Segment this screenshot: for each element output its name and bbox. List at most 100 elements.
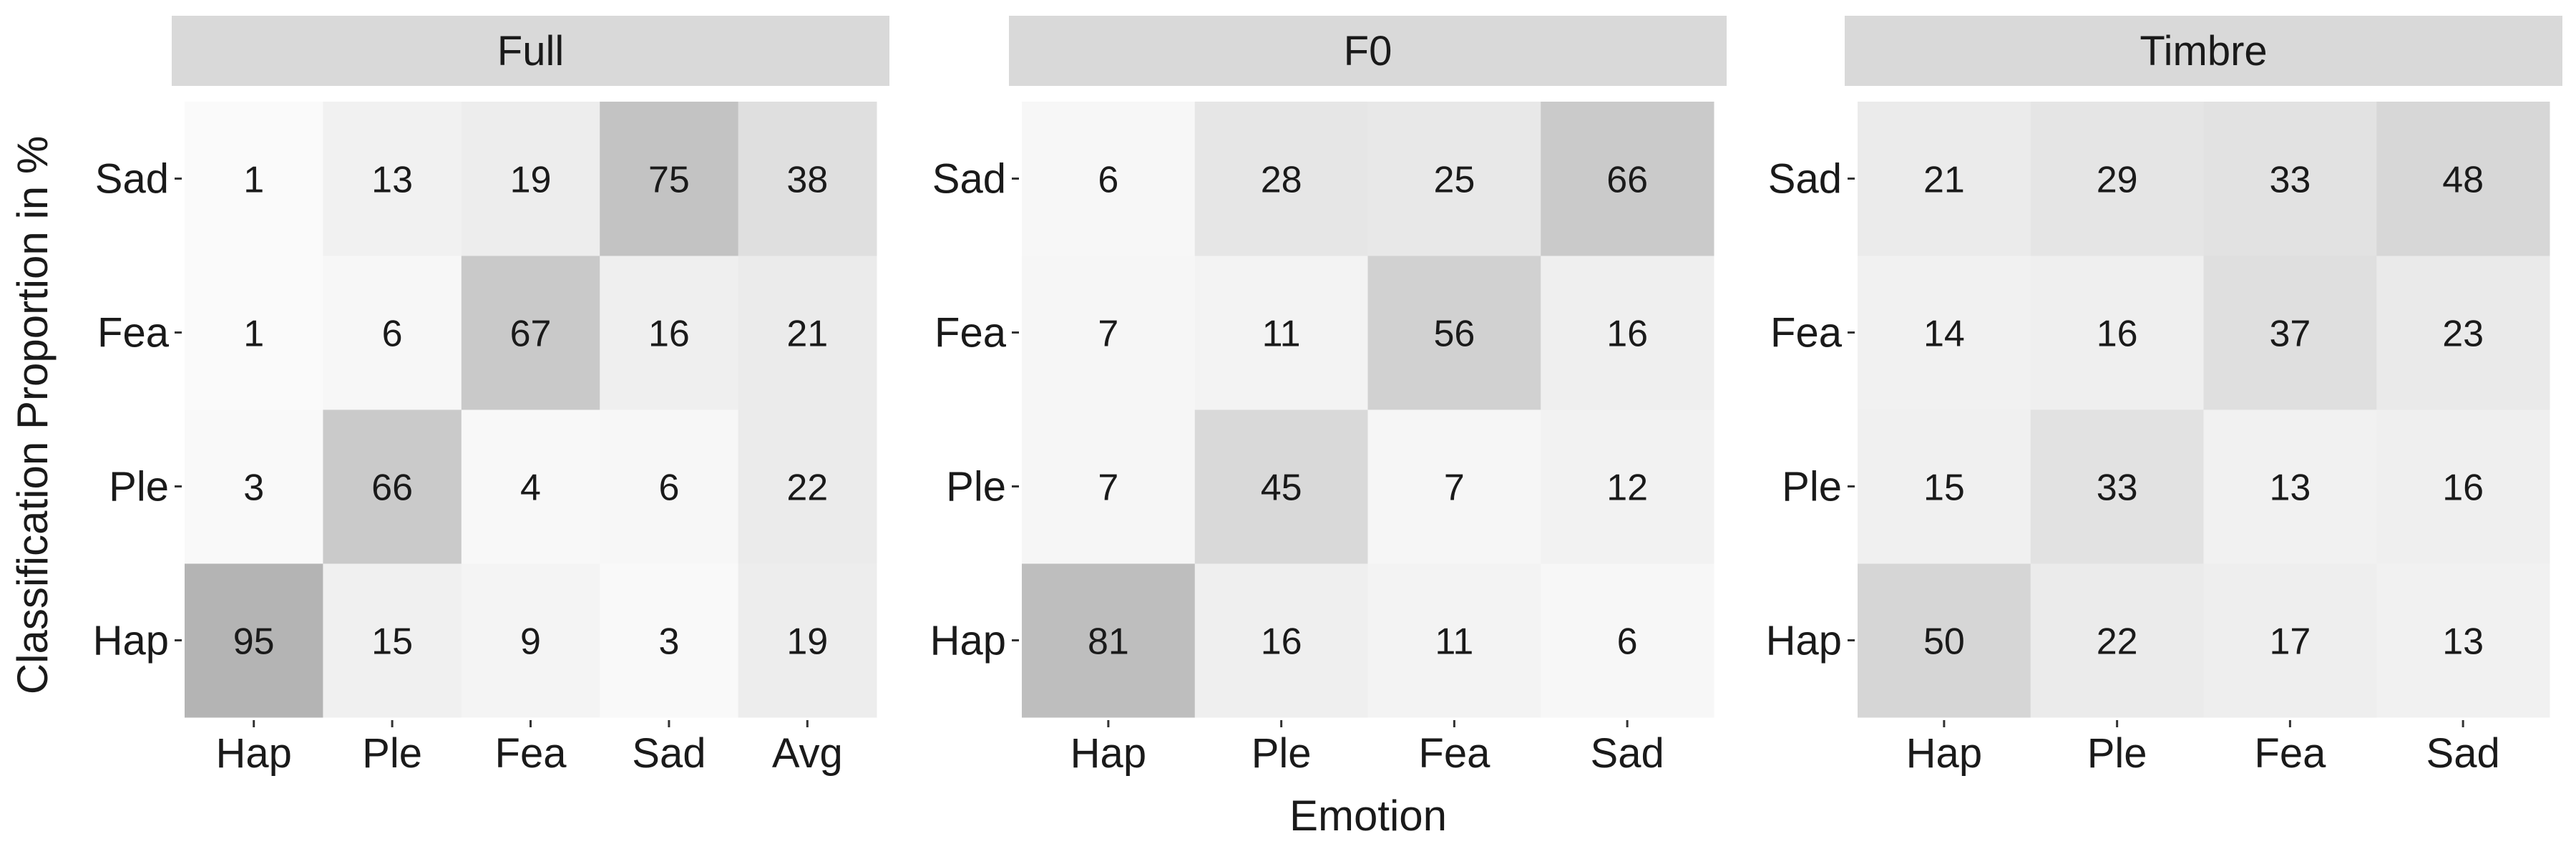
cell-value-label: 9: [520, 621, 541, 663]
heatmap-cell: [1022, 256, 1196, 410]
heatmap-cell: [738, 256, 877, 410]
cell-value-label: 21: [786, 314, 828, 355]
heatmap-cell: [323, 256, 462, 410]
cell-value-label: 17: [2269, 621, 2311, 663]
x-tick-label: Fea: [495, 730, 567, 777]
heatmap-cell: [185, 256, 323, 410]
heatmap-cell: [1541, 563, 1714, 718]
cell-value-label: 1: [243, 314, 264, 355]
cell-value-label: 45: [1261, 467, 1302, 509]
x-tick-label: Hap: [1070, 730, 1146, 777]
cell-value-label: 22: [2097, 621, 2138, 663]
heatmap-cell: [1022, 563, 1196, 718]
y-tick-label: Ple: [109, 464, 169, 510]
heatmap-cell: [1858, 256, 2031, 410]
cell-value-label: 19: [510, 160, 552, 201]
y-tick-label: Ple: [1782, 464, 1842, 510]
cell-value-label: 95: [233, 621, 275, 663]
y-tick-label: Hap: [1766, 618, 1842, 664]
heatmap-cell: [1541, 256, 1714, 410]
heatmap-cell: [185, 102, 323, 256]
cell-value-label: 15: [1923, 467, 1965, 509]
cell-value-label: 16: [1261, 621, 1302, 663]
heatmap-cell: [2030, 102, 2204, 256]
y-tick-label: Fea: [935, 310, 1007, 356]
heatmap-cell: [323, 409, 462, 564]
cell-value-label: 7: [1098, 314, 1118, 355]
cell-value-label: 56: [1433, 314, 1475, 355]
heatmap-cell: [1022, 409, 1196, 564]
cell-value-label: 33: [2097, 467, 2138, 509]
cell-value-label: 6: [1098, 160, 1118, 201]
cell-value-label: 33: [2269, 160, 2311, 201]
cell-value-label: 12: [1606, 467, 1648, 509]
cell-value-label: 23: [2442, 314, 2484, 355]
facet-title: Timbre: [2140, 28, 2267, 74]
cell-value-label: 81: [1088, 621, 1129, 663]
cell-value-label: 6: [1617, 621, 1638, 663]
cell-value-label: 6: [658, 467, 679, 509]
heatmap-cell: [738, 563, 877, 718]
cell-value-label: 38: [786, 160, 828, 201]
cell-value-label: 7: [1444, 467, 1465, 509]
cell-value-label: 14: [1923, 314, 1965, 355]
x-tick-label: Sad: [2426, 730, 2500, 777]
cell-value-label: 67: [510, 314, 552, 355]
heatmap-cell: [1858, 102, 2031, 256]
heatmap-cell: [185, 563, 323, 718]
cell-value-label: 13: [2442, 621, 2484, 663]
cell-value-label: 75: [648, 160, 690, 201]
heatmap-cell: [1367, 563, 1541, 718]
heatmap-cell: [185, 409, 323, 564]
cell-value-label: 11: [1262, 314, 1301, 355]
heatmap-cell: [1367, 409, 1541, 564]
cell-value-label: 16: [2097, 314, 2138, 355]
y-tick-label: Ple: [946, 464, 1006, 510]
heatmap-cell: [1194, 409, 1368, 564]
heatmap-cell: [2376, 409, 2550, 564]
cell-value-label: 15: [371, 621, 413, 663]
heatmap-cell: [1194, 102, 1368, 256]
heatmap-cell: [461, 563, 600, 718]
cell-value-label: 6: [382, 314, 403, 355]
facet-panel-f0: F0 81 16 11 6 7 45 7 12 7 11 56 16 6 28 25 66 Hap Ple Fea Sa…: [930, 16, 1727, 777]
heatmap-cell: [2030, 563, 2204, 718]
x-tick-label: Fea: [2254, 730, 2326, 777]
facet-strip: [1845, 16, 2562, 86]
cell-value-label: 7: [1098, 467, 1118, 509]
cell-value-label: 11: [1435, 621, 1473, 663]
heatmap-cell: [461, 256, 600, 410]
heatmap-cell: [1194, 256, 1368, 410]
heatmap-cell: [2376, 102, 2550, 256]
cell-value-label: 4: [520, 467, 541, 509]
cell-value-label: 29: [2097, 160, 2138, 201]
heatmap-cell: [2203, 102, 2377, 256]
x-tick-label: Sad: [1591, 730, 1664, 777]
heatmap-cell: [2030, 409, 2204, 564]
cell-value-label: 66: [371, 467, 413, 509]
facet-strip: [172, 16, 889, 86]
facet-title: Full: [497, 28, 564, 74]
cell-value-label: 16: [2442, 467, 2484, 509]
x-tick-label: Ple: [2087, 730, 2147, 777]
x-axis-title: Emotion: [1289, 792, 1447, 840]
heatmap-cell: [2376, 256, 2550, 410]
y-tick-label: Hap: [930, 618, 1006, 664]
heatmap-cell: [461, 102, 600, 256]
heatmap-cell: [461, 409, 600, 564]
cell-value-label: 25: [1433, 160, 1475, 201]
y-tick-label: Sad: [95, 156, 169, 203]
facet-title: F0: [1344, 28, 1392, 74]
heatmap-cell: [600, 409, 739, 564]
x-tick-label: Ple: [362, 730, 422, 777]
y-tick-label: Sad: [932, 156, 1006, 203]
heatmap-cell: [600, 102, 739, 256]
cell-value-label: 3: [658, 621, 679, 663]
cell-value-label: 50: [1923, 621, 1965, 663]
heatmap-cell: [323, 102, 462, 256]
x-tick-label: Ple: [1252, 730, 1312, 777]
x-tick-label: Hap: [1906, 730, 1982, 777]
heatmap-cell: [1541, 409, 1714, 564]
